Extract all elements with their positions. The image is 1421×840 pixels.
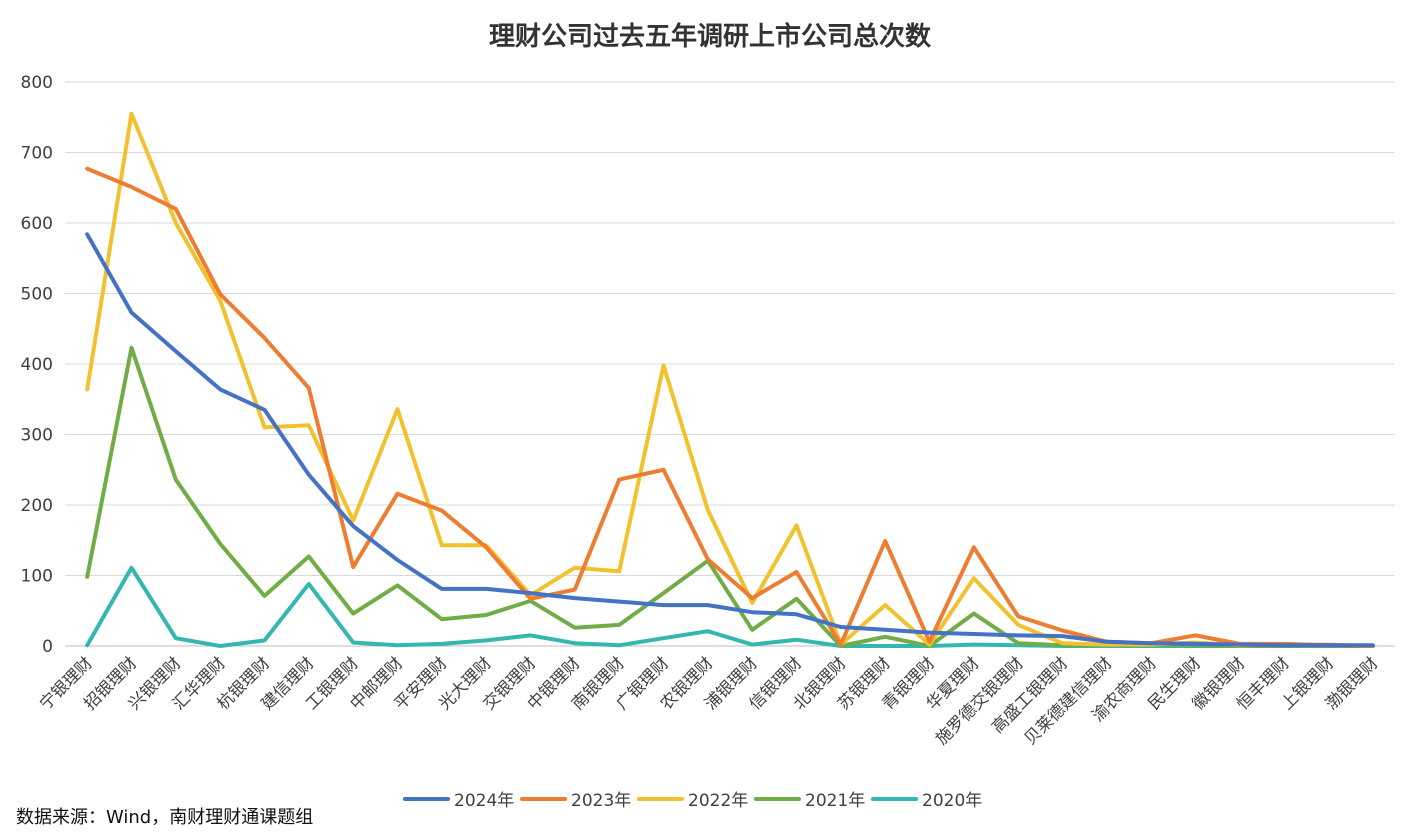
legend-item: 2024年	[403, 791, 514, 811]
y-tick-label: 600	[21, 214, 53, 234]
y-tick-label: 500	[21, 285, 53, 305]
gridlines	[65, 81, 1395, 647]
legend-item: 2023年	[520, 791, 631, 811]
y-tick-label: 200	[21, 496, 53, 516]
series-lines	[85, 111, 1375, 648]
y-tick-label: 100	[21, 567, 53, 587]
x-axis: 宁银理财招银理财兴银理财汇华理财杭银理财建信理财工银理财中邮理财平安理财光大理财…	[36, 653, 1382, 748]
series-line	[85, 111, 1375, 648]
legend-item: 2022年	[637, 791, 748, 811]
legend-label: 2024年	[454, 791, 514, 811]
y-tick-label: 700	[21, 144, 53, 164]
legend-label: 2023年	[571, 791, 631, 811]
y-tick-label: 400	[21, 355, 53, 375]
legend-label: 2021年	[805, 791, 865, 811]
series-line	[85, 345, 1375, 648]
y-tick-label: 800	[21, 73, 53, 93]
legend-item: 2021年	[754, 791, 865, 811]
legend-item: 2020年	[871, 791, 982, 811]
legend: 2024年 2023年 2022年 2021年 2020年	[403, 791, 982, 811]
chart-title: 理财公司过去五年调研上市公司总次数	[489, 21, 932, 52]
source-note: 数据来源：Wind，南财理财通课题组	[16, 807, 314, 828]
series-line	[85, 232, 1375, 648]
y-axis: 0 100 200 300 400 500 600 700 800	[21, 73, 53, 657]
series-line	[85, 166, 1375, 648]
y-tick-label: 0	[42, 637, 53, 657]
y-tick-label: 300	[21, 426, 53, 446]
legend-label: 2020年	[922, 791, 982, 811]
legend-label: 2022年	[688, 791, 748, 811]
